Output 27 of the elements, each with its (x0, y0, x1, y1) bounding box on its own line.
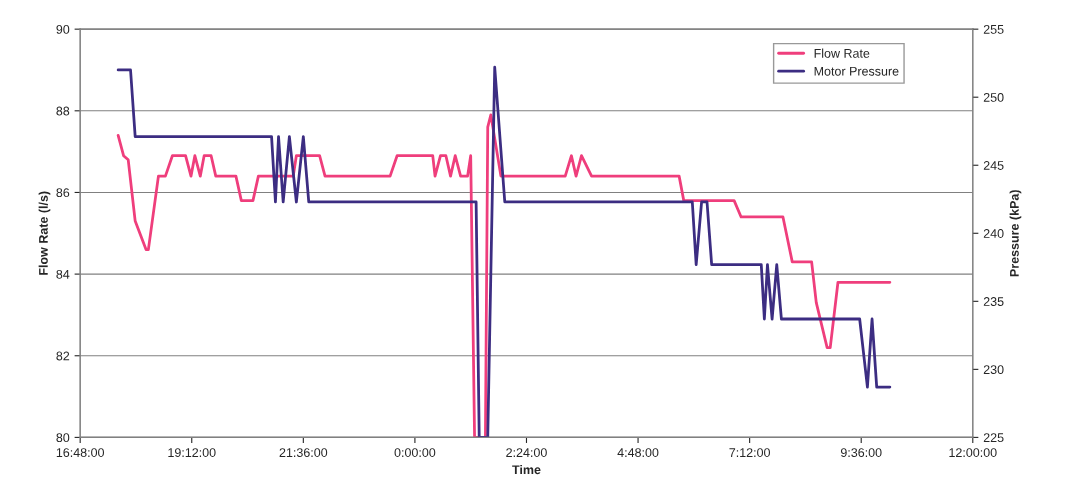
x-tick-label: 9:36:00 (840, 448, 882, 457)
x-tick-label: 4:48:00 (617, 448, 659, 457)
y-tick-label: 88 (56, 106, 70, 116)
y2-tick-label: 250 (983, 93, 1004, 102)
y2-tick-label: 240 (983, 229, 1004, 238)
y2-tick-label: 230 (983, 365, 1004, 375)
y2-tick-label: 255 (983, 24, 1004, 34)
y-tick-label: 82 (56, 351, 70, 361)
y2-tick-label: 225 (983, 433, 1004, 443)
y-tick-label: 86 (56, 188, 70, 198)
x-tick-label: 16:48:00 (56, 448, 105, 457)
x-tick-label: 2:24:00 (506, 448, 547, 457)
y-axis-title: Flow Rate (l/s) (38, 191, 51, 275)
y2-axis-title: Pressure (kPa) (1009, 190, 1022, 277)
y-tick-label: 80 (56, 433, 70, 443)
legend-label: Flow Rate (814, 48, 870, 58)
x-tick-label: 7:12:00 (729, 448, 770, 457)
x-tick-label: 12:00:00 (949, 448, 997, 457)
y2-tick-label: 235 (983, 297, 1004, 306)
y2-tick-label: 245 (983, 161, 1004, 170)
x-tick-label: 19:12:00 (168, 448, 216, 457)
x-axis-title: Time (512, 465, 541, 475)
legend-label: Motor Pressure (814, 66, 899, 76)
x-tick-label: 21:36:00 (279, 448, 328, 457)
y-tick-label: 84 (56, 269, 70, 279)
x-tick-label: 0:00:00 (394, 448, 436, 457)
y-tick-label: 90 (56, 24, 70, 34)
